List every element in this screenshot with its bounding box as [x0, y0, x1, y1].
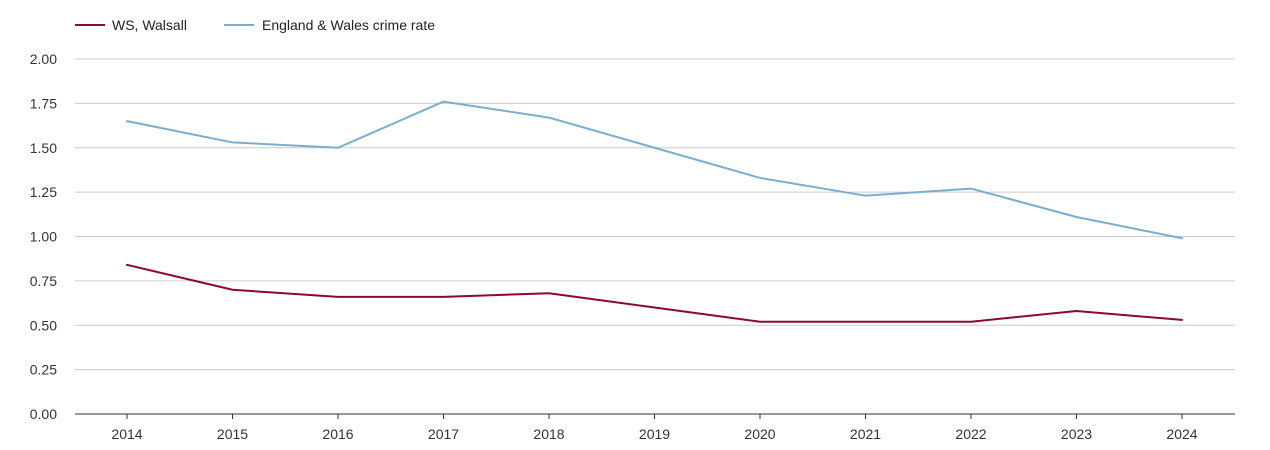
series-group	[126, 100, 1183, 323]
y-tick-label: 2.00	[30, 51, 57, 67]
y-tick-label: 1.25	[30, 184, 57, 200]
x-tick-label: 2024	[1166, 426, 1197, 442]
x-tick-label: 2021	[850, 426, 881, 442]
y-tick-label: 1.00	[30, 229, 57, 245]
legend-label-walsall[interactable]: WS, Walsall	[112, 17, 187, 33]
x-tick-label: 2022	[955, 426, 986, 442]
y-tick-label: 0.75	[30, 273, 57, 289]
y-tick-label: 0.00	[30, 406, 57, 422]
x-tick-label: 2016	[322, 426, 353, 442]
x-tick-label: 2023	[1061, 426, 1092, 442]
x-tick-label: 2019	[639, 426, 670, 442]
series-line-england-wales	[126, 100, 1183, 240]
legend-label-england-wales[interactable]: England & Wales crime rate	[262, 17, 435, 33]
series-line-walsall	[126, 263, 1183, 323]
x-tick-label: 2020	[744, 426, 775, 442]
gridlines	[75, 58, 1235, 371]
legend: WS, Walsall England & Wales crime rate	[75, 17, 435, 33]
x-tick-label: 2018	[533, 426, 564, 442]
x-tick-label: 2014	[111, 426, 142, 442]
x-tick-label: 2015	[217, 426, 248, 442]
y-axis: 0.00 0.25 0.50 0.75 1.00 1.25 1.50 1.75 2.00	[30, 51, 57, 422]
y-tick-label: 0.25	[30, 362, 57, 378]
y-tick-label: 0.50	[30, 317, 57, 333]
y-tick-label: 1.75	[30, 95, 57, 111]
x-axis: 2014 2015 2016 2017 2018 2019 2020 2021 2022 2023…	[75, 413, 1235, 442]
y-tick-label: 1.50	[30, 140, 57, 156]
x-tick-label: 2017	[428, 426, 459, 442]
